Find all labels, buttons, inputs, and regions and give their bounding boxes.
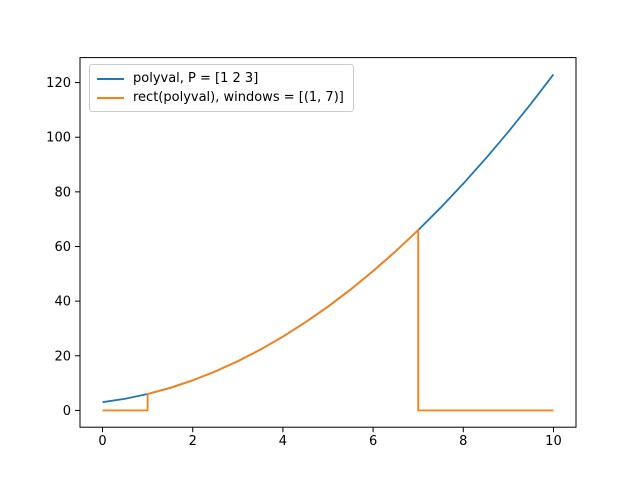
y-tick-label: 0 <box>63 404 71 419</box>
legend-line-sample-icon <box>97 96 124 99</box>
legend: polyval, P = [1 2 3] rect(polyval), wind… <box>89 64 354 112</box>
y-tick-label: 40 <box>54 295 71 310</box>
axes-frame <box>79 57 577 428</box>
legend-line-sample-icon <box>97 77 124 80</box>
legend-item-rect-polyval: rect(polyval), windows = [(1, 7)] <box>97 88 344 107</box>
y-tick-label: 120 <box>46 76 71 91</box>
y-tick-label: 80 <box>54 185 71 200</box>
series-line-0 <box>102 73 555 404</box>
legend-label-rect-polyval: rect(polyval), windows = [(1, 7)] <box>133 90 344 105</box>
y-tick-label: 60 <box>54 240 71 255</box>
y-tick-label: 20 <box>54 349 71 364</box>
x-tick-label: 6 <box>369 434 377 449</box>
x-tick-label: 0 <box>98 434 106 449</box>
legend-label-polyval: polyval, P = [1 2 3] <box>133 71 259 86</box>
x-tick-label: 8 <box>459 434 467 449</box>
series-line-1 <box>102 229 554 412</box>
x-tick-label: 10 <box>545 434 562 449</box>
x-tick-label: 4 <box>279 434 287 449</box>
x-tick-label: 2 <box>189 434 197 449</box>
legend-item-polyval: polyval, P = [1 2 3] <box>97 69 344 88</box>
y-tick-label: 100 <box>46 131 71 146</box>
